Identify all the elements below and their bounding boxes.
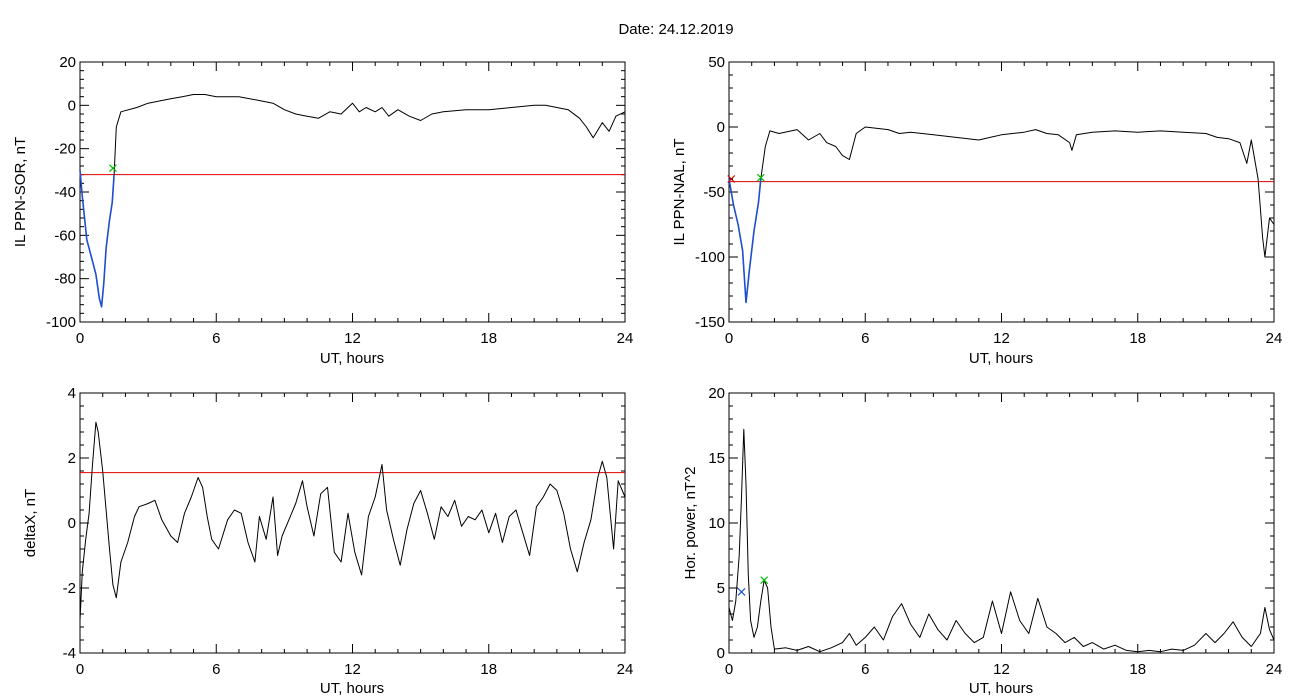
date-title: Date: 24.12.2019 [618,21,733,38]
panel-il-ppn-nal-x-tick-label: 0 [725,330,733,347]
panel-il-ppn-nal-frame: 0 6 12 18 24 50 0 -50 -100 -150 [695,54,1282,347]
panel-il-ppn-nal-y-tick-label: -100 [695,249,725,266]
panel-deltax-x-tick-label: 12 [344,661,361,678]
panel-hor-power-y-tick-label: 10 [708,515,725,532]
panel-il-ppn-sor-x-tick-label: 0 [76,330,84,347]
panel-deltax-frame: 0 6 12 18 24 4 2 0 -2 -4 [63,385,634,678]
panel-il-ppn-nal-x-tick-label: 24 [1266,330,1283,347]
panel-il-ppn-nal-x-tick-label: 18 [1129,330,1146,347]
panel-il-ppn-nal-y-tick-label: -50 [703,184,725,201]
panel-hor-power: 0 6 12 18 24 20 15 10 5 0 UT, hours Hor. power, n… [682,385,1282,697]
panel-hor-power-series [728,428,1275,653]
panel-deltax-y-tick-label: 0 [68,515,76,532]
panel-il-ppn-nal-y-tick-label: 0 [717,119,725,136]
panel-il-ppn-sor-y-tick-label: 0 [68,97,76,114]
panel-deltax-x-tick-label: 24 [617,661,634,678]
panel-hor-power-frame: 0 6 12 18 24 20 15 10 5 0 [708,385,1282,678]
panel-il-ppn-nal-marker [727,175,736,183]
panel-il-ppn-sor-y-tick-label: 20 [59,54,76,71]
panel-deltax-y-tick-label: 4 [68,385,76,402]
panel-il-ppn-sor-y-tick-label: -80 [54,271,76,288]
panel-il-ppn-nal-xlabel: UT, hours [969,350,1033,367]
panel-deltax-xlabel: UT, hours [320,680,384,697]
panel-il-ppn-sor-highlight-line [79,170,115,308]
panel-il-ppn-sor-marker [109,164,117,173]
panel-hor-power-x-tick-label: 6 [861,661,869,678]
panel-hor-power-axes-box [728,392,1275,654]
panel-hor-power-ylabel: Hor. power, nT^2 [682,467,699,580]
panel-il-ppn-nal-x-tick-label: 6 [861,330,869,347]
panel-il-ppn-nal-x-tick-label: 12 [993,330,1010,347]
panel-il-ppn-sor-y-tick-label: -100 [46,314,76,331]
panel-deltax-axes-box [79,392,626,654]
panel-hor-power-y-tick-label: 20 [708,385,725,402]
panel-il-ppn-sor-ylabel: IL PPN-SOR, nT [12,137,29,247]
panel-il-ppn-sor-y-tick-label: -40 [54,184,76,201]
panel-hor-power-y-tick-label: 15 [708,450,725,467]
panel-il-ppn-nal-marker [756,173,765,182]
panel-deltax-y-tick-label: -4 [63,645,76,662]
panel-hor-power-x-tick-label: 18 [1129,661,1146,678]
panel-il-ppn-nal-series-line [728,126,1275,303]
panel-hor-power-x-tick-label: 12 [993,661,1010,678]
panel-il-ppn-nal-y-tick-label: 50 [708,54,725,71]
panel-deltax-y-tick-label: -2 [63,580,76,597]
panel-hor-power-y-tick-label: 5 [717,580,725,597]
panel-hor-power-y-tick-label: 0 [717,645,725,662]
panel-hor-power-series-line [728,428,1275,653]
panel-hor-power-marker [737,587,746,596]
panel-il-ppn-nal: 0 6 12 18 24 50 0 -50 -100 -150 UT, hours IL PPN-… [671,54,1282,367]
panel-il-ppn-sor-y-tick-label: -20 [54,141,76,158]
panel-deltax-series-line [79,421,626,621]
panel-deltax-x-tick-label: 18 [480,661,497,678]
panel-il-ppn-sor: 0 6 12 18 24 20 0 -20 -40 -60 -80 -100 UT, hours IL… [12,54,633,367]
panel-deltax-x-tick-label: 6 [212,661,220,678]
panel-il-ppn-sor-x-tick-label: 12 [344,330,361,347]
panel-deltax-x-tick-label: 0 [76,661,84,678]
panel-il-ppn-sor-series-line [79,94,626,308]
panel-il-ppn-sor-frame: 0 6 12 18 24 20 0 -20 -40 -60 -80 -100 [46,54,633,347]
panel-hor-power-xlabel: UT, hours [969,680,1033,697]
panel-il-ppn-sor-y-tick-label: -60 [54,227,76,244]
panel-il-ppn-nal-axes-box [728,61,1275,323]
panel-il-ppn-sor-series [79,94,626,308]
panel-il-ppn-nal-series [727,126,1275,304]
panel-hor-power-x-tick-label: 24 [1266,661,1283,678]
panel-il-ppn-sor-x-tick-label: 18 [480,330,497,347]
panel-il-ppn-sor-x-tick-label: 6 [212,330,220,347]
panel-hor-power-x-tick-label: 0 [725,661,733,678]
panel-il-ppn-nal-highlight-line [728,178,762,304]
panel-il-ppn-sor-x-tick-label: 24 [617,330,634,347]
panel-il-ppn-nal-ylabel: IL PPN-NAL, nT [671,139,688,246]
panel-il-ppn-sor-xlabel: UT, hours [320,350,384,367]
panel-hor-power-marker [760,576,769,585]
panel-il-ppn-nal-y-tick-label: -150 [695,314,725,331]
panel-deltax-y-tick-label: 2 [68,450,76,467]
panel-deltax-series [79,421,626,621]
panel-deltax-ylabel: deltaX, nT [22,489,39,557]
panel-deltax: 0 6 12 18 24 4 2 0 -2 -4 UT, hours deltaX, nT [22,385,633,697]
